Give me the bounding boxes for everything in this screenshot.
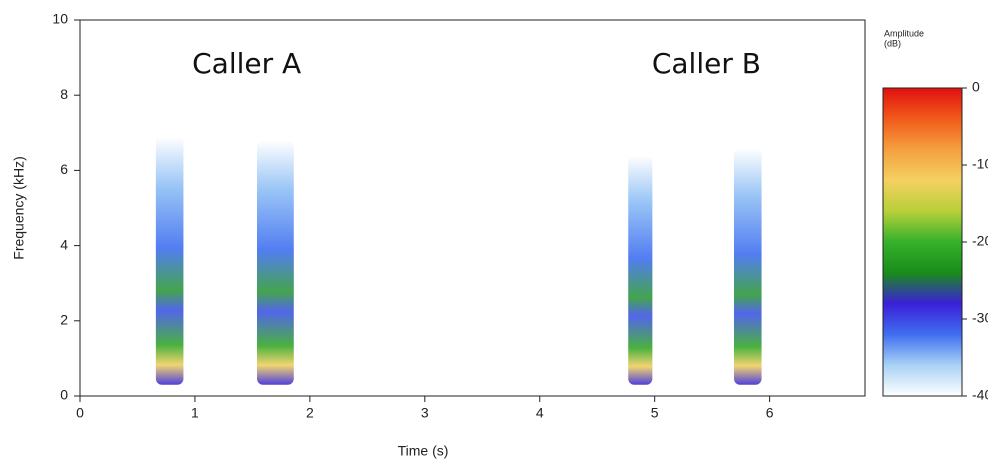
y-tick-label: 2 [60,312,68,328]
plot-frame [79,19,866,397]
colorbar-title: (dB) [884,38,901,48]
annotation: Caller B [652,47,761,80]
x-tick-label: 0 [76,405,84,421]
x-tick-label: 6 [766,405,774,421]
y-tick-label: 4 [60,236,68,252]
call [628,155,653,385]
colorbar-tick-label: -40 [972,387,988,403]
x-tick-label: 5 [651,405,659,421]
call [256,140,294,385]
colorbar [882,87,963,397]
colorbar-tick-label: 0 [972,79,980,95]
x-tick-label: 2 [306,405,314,421]
y-tick-label: 10 [52,11,68,27]
x-tick-label: 4 [536,405,544,421]
colorbar-tick-label: -20 [972,233,988,249]
y-tick-label: 6 [60,161,68,177]
annotation: Caller A [192,47,301,80]
x-tick-label: 3 [421,405,429,421]
x-tick-label: 1 [191,405,199,421]
x-axis-label: Time (s) [398,443,449,459]
y-tick-label: 0 [60,387,68,403]
colorbar-tick-label: -30 [972,310,988,326]
call [733,147,762,385]
call [155,136,184,385]
y-axis-label: Frequency (kHz) [11,156,27,259]
colorbar-tick-label: -10 [972,156,988,172]
colorbar-title: Amplitude [884,28,924,38]
y-tick-label: 8 [60,86,68,102]
